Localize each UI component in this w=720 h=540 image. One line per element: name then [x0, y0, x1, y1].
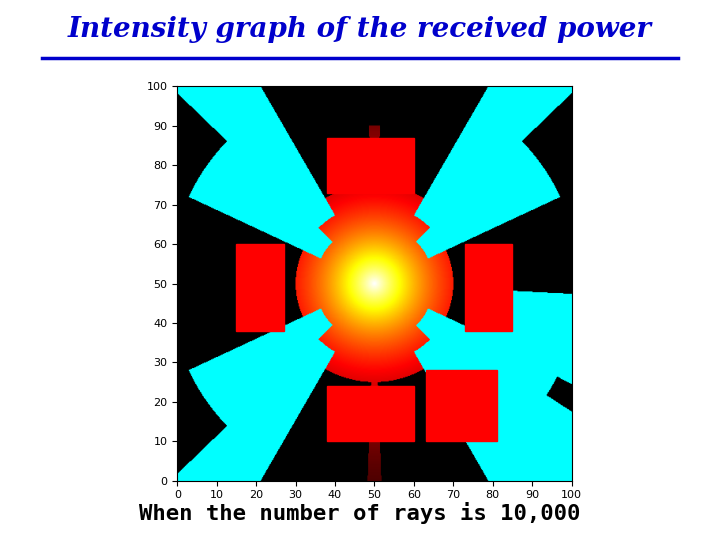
Bar [465, 244, 513, 331]
Bar [236, 244, 284, 331]
Bar [327, 138, 414, 193]
Bar [327, 386, 414, 441]
Text: Intensity graph of the received power: Intensity graph of the received power [68, 16, 652, 43]
Text: When the number of rays is 10,000: When the number of rays is 10,000 [139, 502, 581, 524]
Bar [426, 370, 497, 441]
